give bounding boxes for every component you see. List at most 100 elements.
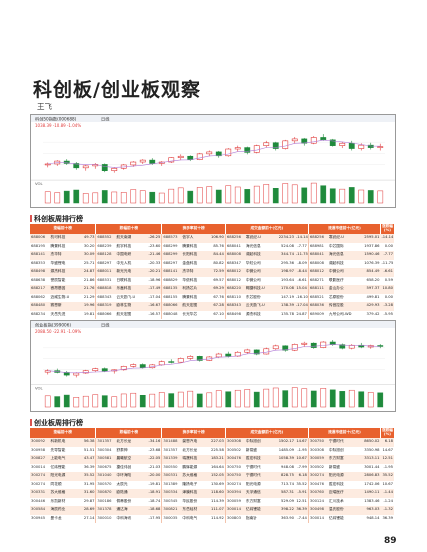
- stock-value: 1076.39: [357, 259, 381, 268]
- stock-name: 曼卡龙: [49, 514, 79, 523]
- candle-body: [253, 145, 260, 153]
- stock-code: 688141: [161, 268, 182, 277]
- stock-name: 欧陆通: [115, 489, 145, 498]
- stock-code: 300750: [307, 438, 328, 447]
- table-row: 688217 睿昂基因 21.76 688818 乐鑫科技 -17.49 688135 利扬芯…: [30, 285, 394, 294]
- candle-body: [158, 361, 165, 366]
- candle-body: [63, 160, 70, 164]
- stock-value: 130.69: [208, 480, 226, 489]
- volume-bar: [367, 392, 374, 408]
- stock-value: 948.14: [357, 514, 381, 523]
- volume-bar: [139, 190, 146, 204]
- volume-bar: [54, 396, 61, 408]
- stock-code: 300760: [307, 489, 328, 498]
- stock-value: -11.75: [294, 251, 309, 260]
- stock-value: 295.36: [271, 259, 295, 268]
- stock-code: 688036: [307, 302, 328, 311]
- stock-value: 0.00: [380, 293, 394, 302]
- stock-name: 芯原股份: [327, 293, 358, 302]
- stock-name: 澜起科技: [244, 251, 272, 260]
- page-title: 科创板/创业板观察: [33, 79, 201, 101]
- stock-name: 华盛锂电: [49, 259, 79, 268]
- stock-code: 300498: [307, 506, 328, 515]
- stock-value: 225.58: [208, 446, 226, 455]
- stock-code: 688521: [307, 293, 328, 302]
- stock-name: 豪恩汽电: [181, 438, 209, 447]
- candle-body: [320, 341, 327, 348]
- volume-bar: [215, 390, 222, 408]
- stock-code: 688220: [224, 285, 245, 294]
- stock-code: 300870: [95, 489, 116, 498]
- candle-body: [73, 372, 80, 376]
- stock-value: -1.95: [380, 463, 394, 472]
- stock-code: 688008: [307, 259, 328, 268]
- stock-name: 舒泰神: [115, 446, 145, 455]
- volume-bar: [320, 388, 327, 408]
- stock-code: 300274: [30, 480, 50, 489]
- volume-bar: [301, 187, 308, 204]
- stock-value: -1.44: [380, 489, 394, 498]
- stock-value: -5.95: [380, 310, 394, 319]
- stock-name: 东岳硅材: [181, 506, 209, 515]
- stock-value: 80.82: [208, 259, 226, 268]
- stock-code: 300124: [307, 497, 328, 506]
- stock-value: 170.08: [271, 285, 295, 294]
- stock-name: 天孚通信: [244, 489, 272, 498]
- stock-name: 长阳科技: [181, 251, 209, 260]
- volume-bar: [63, 394, 70, 408]
- stock-code: 688498: [224, 310, 245, 319]
- stock-value: 529.09: [271, 497, 295, 506]
- stock-value: 67.76: [208, 293, 226, 302]
- stock-name: 乐凯新材: [49, 497, 79, 506]
- stock-name: 中科电气: [181, 514, 209, 523]
- stock-name: 源杰科技: [244, 310, 272, 319]
- stock-code: 301040: [95, 472, 116, 481]
- stock-name: 华虹公司: [244, 259, 272, 268]
- stock-name: 太辰光: [115, 480, 145, 489]
- stock-value: 27.14: [78, 514, 96, 523]
- volume-bar: [111, 396, 118, 408]
- table-row: 300945 曼卡龙 27.14 300010 中科海讯 -17.95 300035 中科电气…: [30, 514, 394, 523]
- stock-value: 8650.02: [357, 438, 381, 447]
- stock-value: 36.39: [78, 463, 96, 472]
- stock-code: 300274: [307, 472, 328, 481]
- stock-code: 688012: [307, 268, 328, 277]
- page-number: 89: [384, 536, 397, 546]
- stock-name: 寒武纪-U: [244, 234, 272, 243]
- stock-code: 688297: [95, 259, 116, 268]
- stock-value: 21.86: [78, 276, 96, 285]
- volume-bar: [272, 188, 279, 204]
- candle-body: [139, 159, 146, 163]
- stock-value: -20.00: [144, 472, 162, 481]
- stock-name: 中芯国际: [327, 242, 358, 251]
- stock-value: -19.81: [144, 480, 162, 489]
- stock-value: -16.67: [144, 302, 162, 311]
- stock-code: 688552: [95, 234, 116, 243]
- stock-code: 688012: [224, 268, 245, 277]
- stock-code: 688011: [95, 268, 116, 277]
- candle-body: [177, 155, 184, 158]
- table-row: 688141 杰华特 30.09 688128 中国电研 -21.46 688299 长阳科技…: [30, 251, 394, 260]
- stock-value: 14.67: [294, 438, 309, 447]
- stock-value: -17.04: [144, 293, 162, 302]
- candle-body: [177, 358, 184, 363]
- stock-code: 688299: [161, 242, 182, 251]
- volume-bar: [263, 388, 270, 408]
- table-header: 跌幅前十榜: [95, 224, 162, 234]
- volume-bar: [215, 189, 222, 204]
- stock-value: 35.52: [294, 480, 309, 489]
- stock-code: 688066: [95, 310, 116, 319]
- candle-body: [187, 155, 194, 160]
- stock-code: 300750: [224, 472, 245, 481]
- stock-value: 1485.09: [271, 446, 295, 455]
- stock-value: -8.44: [294, 268, 309, 277]
- candle-body: [92, 368, 99, 371]
- stock-name: 苏大维格: [49, 489, 79, 498]
- stock-name: 海光信息: [327, 251, 358, 260]
- volume-bar: [73, 397, 80, 408]
- stock-name: 佩蒂股份: [115, 497, 145, 506]
- volume-bar: [310, 182, 317, 204]
- stock-name: 上能电气: [49, 455, 79, 464]
- table-header: 流通市值前十(亿元): [307, 428, 381, 438]
- stock-value: -7.99: [294, 463, 309, 472]
